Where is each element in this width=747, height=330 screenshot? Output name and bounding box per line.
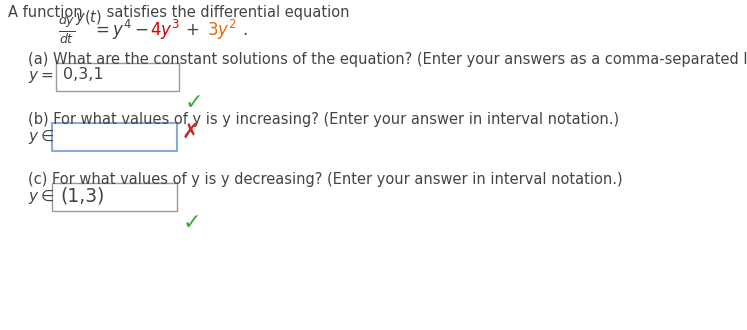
Text: $y\in$: $y\in$: [28, 188, 55, 206]
FancyBboxPatch shape: [52, 183, 177, 211]
Text: (1,3): (1,3): [60, 186, 105, 205]
Text: $y\in$: $y\in$: [28, 128, 55, 146]
Text: $\frac{dy}{dt}$: $\frac{dy}{dt}$: [58, 14, 75, 46]
Text: ✓: ✓: [183, 213, 202, 233]
Text: (c) For what values of y is y decreasing? (Enter your answer in interval notatio: (c) For what values of y is y decreasing…: [28, 172, 623, 187]
Text: 0,3,1: 0,3,1: [63, 67, 104, 82]
FancyBboxPatch shape: [52, 123, 177, 151]
Text: (b) For what values of y is y increasing? (Enter your answer in interval notatio: (b) For what values of y is y increasing…: [28, 112, 619, 127]
Text: $.$: $.$: [242, 21, 247, 39]
Text: ✗: ✗: [182, 122, 199, 142]
Text: $4y^3$: $4y^3$: [150, 18, 180, 42]
Text: A function: A function: [8, 5, 87, 20]
Text: $y =$: $y =$: [28, 69, 54, 85]
Text: (a) What are the constant solutions of the equation? (Enter your answers as a co: (a) What are the constant solutions of t…: [28, 52, 747, 67]
Text: $ + $: $ + $: [185, 21, 199, 39]
Text: $y(t)$: $y(t)$: [75, 8, 102, 27]
FancyBboxPatch shape: [56, 63, 179, 91]
Text: $3y^2$: $3y^2$: [207, 18, 237, 42]
Text: satisfies the differential equation: satisfies the differential equation: [102, 5, 350, 20]
Text: $= y^4 - $: $= y^4 - $: [92, 18, 149, 42]
Text: ✓: ✓: [185, 93, 204, 113]
